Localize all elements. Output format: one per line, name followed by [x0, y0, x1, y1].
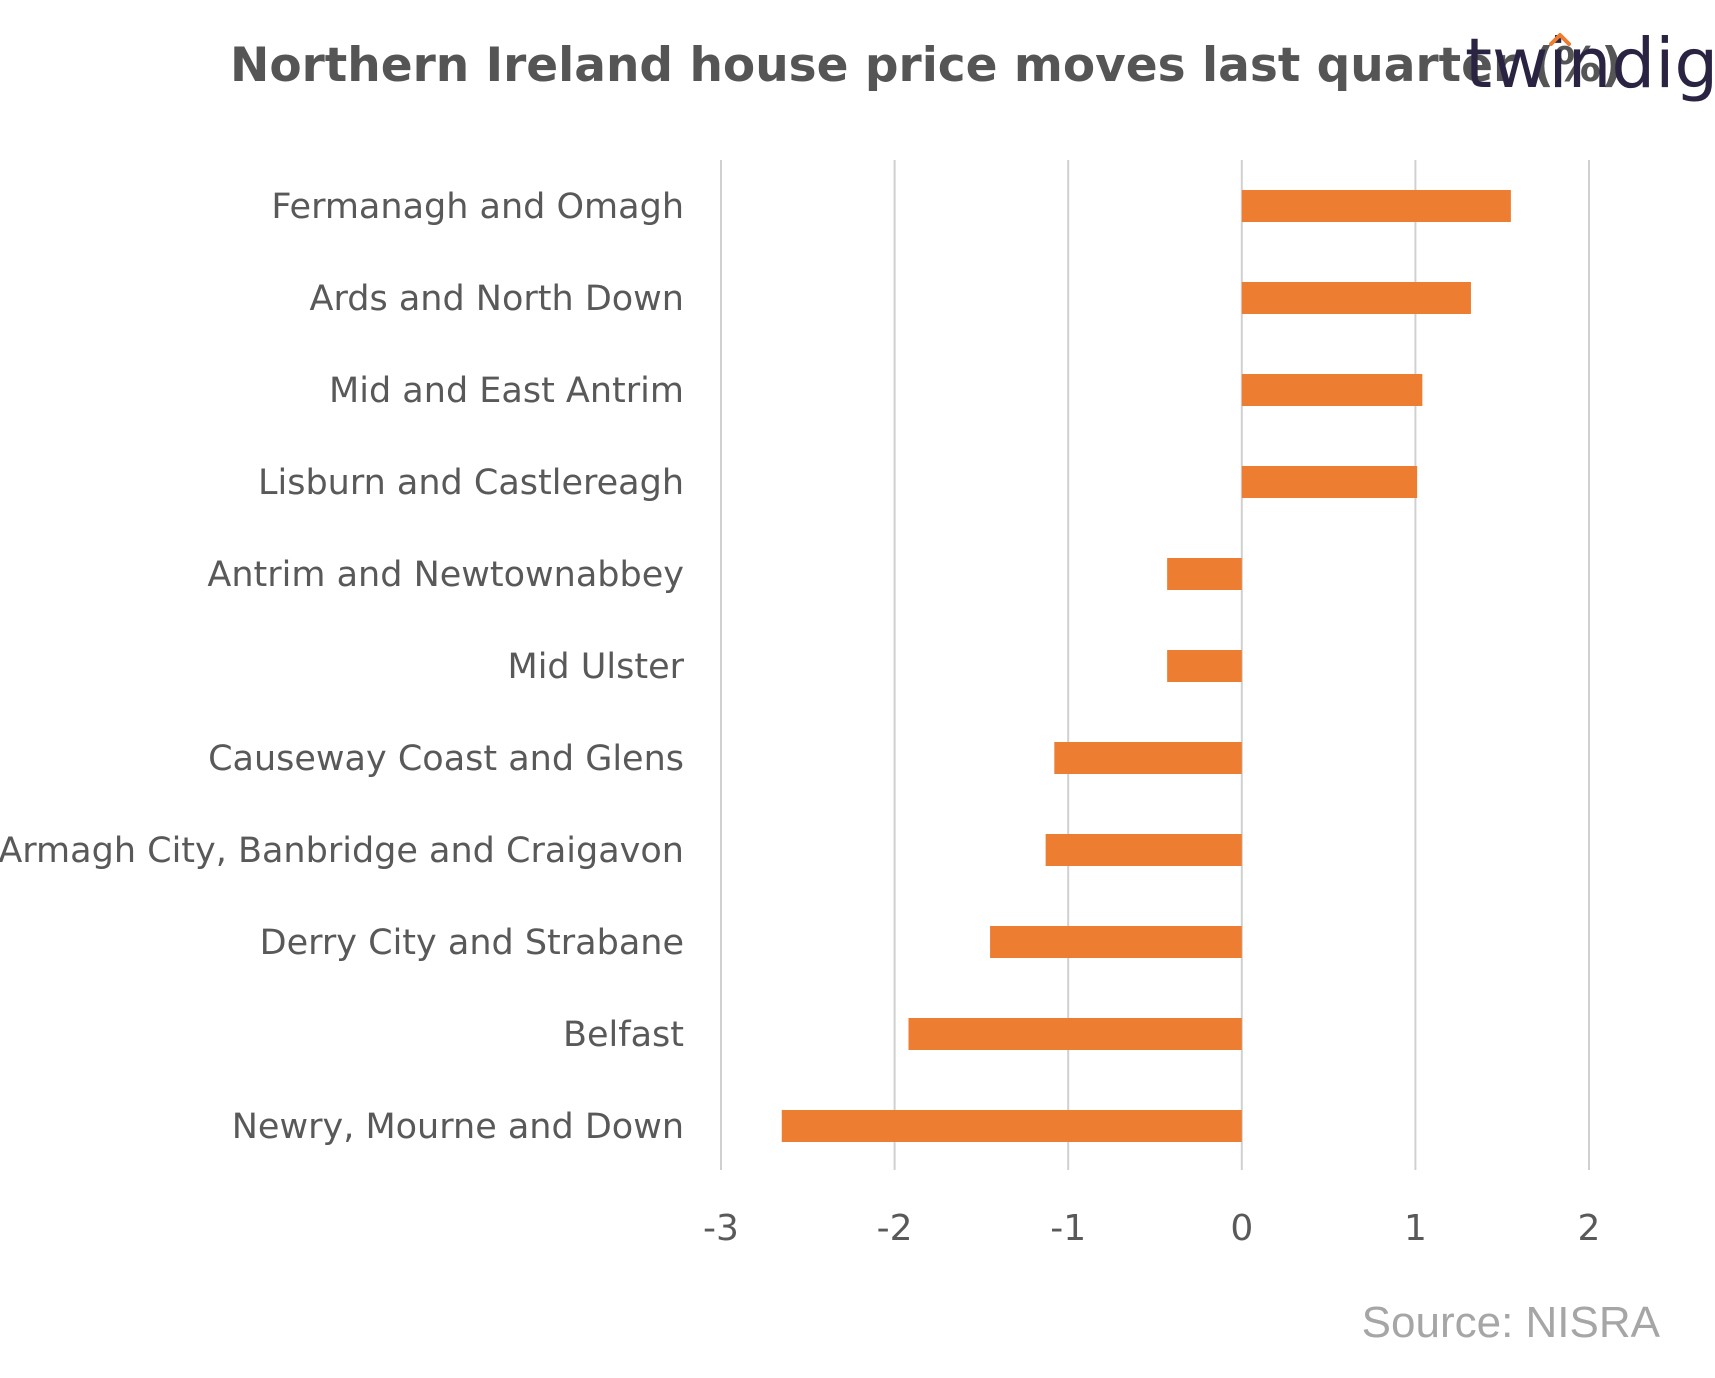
x-tick-label: -2 — [877, 1208, 913, 1249]
category-label: Mid and East Antrim — [329, 371, 684, 411]
category-label: Armagh City, Banbridge and Craigavon — [0, 831, 684, 871]
category-label: Causeway Coast and Glens — [208, 739, 684, 779]
logo-roof-icon — [1549, 33, 1571, 46]
bar — [990, 926, 1242, 958]
bar — [1167, 650, 1242, 682]
x-tick-label: 1 — [1404, 1208, 1427, 1249]
twindig-logo: twindig — [1465, 24, 1715, 104]
logo-text: twindig — [1465, 24, 1715, 104]
bar — [781, 1110, 1242, 1142]
category-label: Antrim and Newtownabbey — [207, 555, 684, 595]
bar — [908, 1018, 1242, 1050]
bar — [1241, 190, 1511, 222]
x-tick-label: -3 — [703, 1208, 739, 1249]
category-labels: Fermanagh and Omagh Ards and North Down Mi… — [0, 187, 685, 1147]
bar — [1241, 374, 1423, 406]
bar — [1241, 466, 1418, 498]
source-note: Source: NISRA — [1361, 1298, 1660, 1347]
category-label: Mid Ulster — [508, 647, 685, 687]
x-tick-label: 0 — [1230, 1208, 1253, 1249]
bar — [1167, 558, 1242, 590]
x-tick-labels: -3 -2 -1 0 1 2 — [703, 1208, 1600, 1249]
bar — [1045, 834, 1242, 866]
category-label: Derry City and Strabane — [260, 923, 684, 963]
category-label: Lisburn and Castlereagh — [258, 463, 684, 503]
chart-title: Northern Ireland house price moves last … — [230, 38, 1623, 93]
bar — [1241, 282, 1471, 314]
bar — [1054, 742, 1242, 774]
category-label: Ards and North Down — [310, 279, 684, 319]
category-label: Newry, Mourne and Down — [232, 1107, 684, 1147]
bars — [781, 190, 1511, 1142]
category-label: Belfast — [563, 1015, 684, 1055]
gridlines — [720, 160, 1590, 1170]
category-label: Fermanagh and Omagh — [271, 187, 684, 227]
x-tick-label: 2 — [1578, 1208, 1601, 1249]
x-tick-label: -1 — [1050, 1208, 1086, 1249]
